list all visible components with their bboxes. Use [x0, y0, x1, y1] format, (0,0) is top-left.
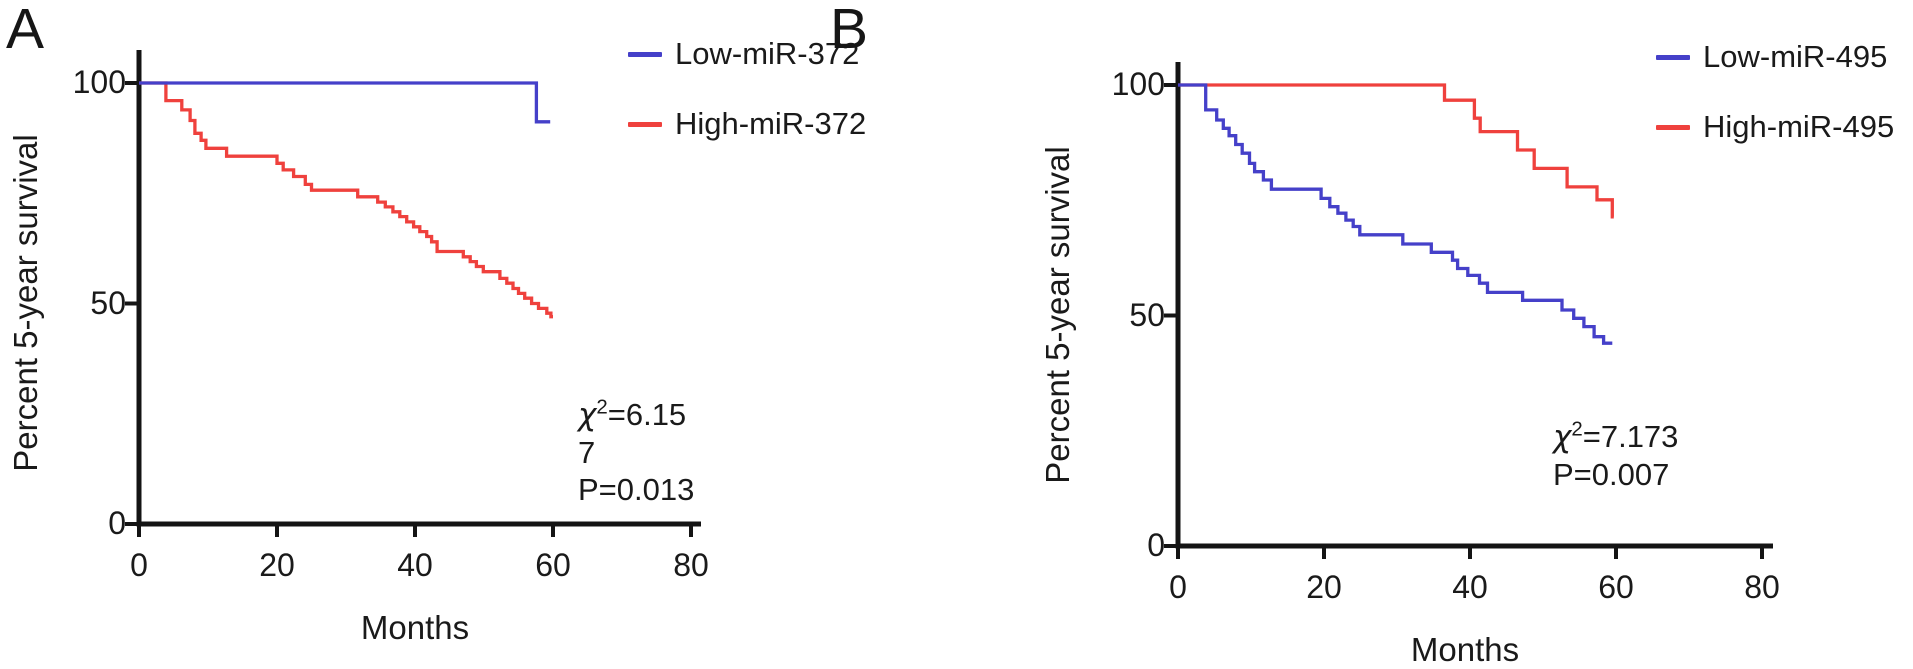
chi-squared-line: χ2=7.173: [1553, 417, 1679, 455]
legend-item-high: High-miR-372: [628, 106, 866, 142]
panel-b-survival-chart: [1164, 62, 1773, 559]
survival-curve-high-mir-495: [1178, 83, 1614, 219]
panel-a: A Percent 5-year survival Months χ2=6.15…: [0, 0, 866, 668]
y-tick-label: 0: [108, 505, 126, 541]
y-tick-label: 50: [90, 284, 126, 321]
panel-b-letter: B: [830, 0, 870, 61]
legend-label-high: High-miR-372: [675, 106, 867, 141]
y-tick-label: 100: [1111, 66, 1165, 102]
legend-item-low: Low-miR-372: [628, 36, 866, 72]
panel-b-legend: Low-miR-495 High-miR-495: [1656, 39, 1894, 179]
x-tick-label: 0: [130, 547, 148, 583]
legend-label-high: High-miR-495: [1703, 109, 1895, 144]
survival-curve-low-mir-372: [139, 81, 551, 124]
panel-a-x-axis-label: Months: [360, 609, 470, 646]
low-series-dash-icon: [1656, 54, 1690, 60]
x-tick-label: 40: [1452, 569, 1488, 605]
panel-b-statistics: χ2=7.173 P=0.007: [1553, 418, 1678, 493]
x-tick-label: 40: [397, 547, 433, 583]
low-series-dash-icon: [628, 51, 662, 57]
x-tick-label: 20: [1306, 569, 1342, 605]
panel-a-legend: Low-miR-372 High-miR-372: [628, 36, 866, 176]
legend-label-low: Low-miR-372: [675, 36, 860, 71]
panel-b: B Percent 5-year survival Months χ2=7.17…: [820, 0, 1913, 668]
x-tick-label: 60: [1598, 569, 1634, 605]
x-tick-label: 80: [673, 547, 709, 583]
high-series-dash-icon: [628, 121, 662, 127]
legend-item-high: High-miR-495: [1656, 109, 1894, 145]
legend-item-low: Low-miR-495: [1656, 39, 1894, 75]
x-tick-label: 60: [535, 547, 571, 583]
panel-a-letter: A: [6, 0, 46, 61]
chi-squared-overflow-line: 7: [578, 435, 596, 470]
x-tick-label: 0: [1169, 569, 1187, 605]
panel-a-survival-chart: [125, 50, 701, 537]
legend-label-low: Low-miR-495: [1703, 39, 1888, 74]
panel-a-statistics: χ2=6.15 7 P=0.013: [578, 396, 694, 508]
p-value-line: P=0.013: [578, 472, 695, 507]
y-tick-label: 100: [72, 64, 126, 100]
x-tick-label: 80: [1744, 569, 1780, 605]
y-tick-label: 50: [1129, 296, 1165, 333]
panel-b-x-axis-label: Months: [1410, 631, 1520, 668]
survival-curve-high-mir-372: [139, 81, 553, 319]
chi-squared-line: χ2=6.15: [578, 395, 687, 433]
p-value-line: P=0.007: [1553, 457, 1670, 492]
high-series-dash-icon: [1656, 124, 1690, 130]
survival-curve-low-mir-495: [1178, 83, 1613, 345]
y-tick-label: 0: [1147, 527, 1165, 563]
x-tick-label: 20: [259, 547, 295, 583]
